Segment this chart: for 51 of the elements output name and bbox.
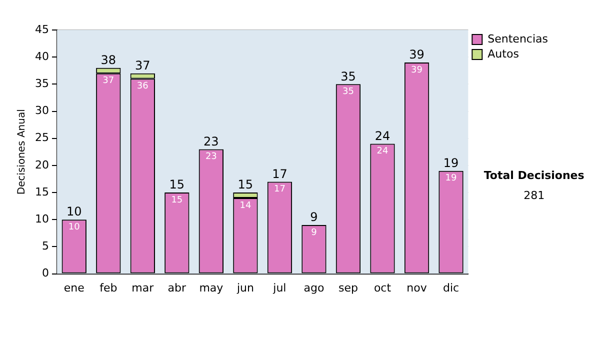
x-tick-label: jul [272,281,286,294]
y-tick-label: 45 [34,22,49,36]
legend-label: Sentencias [488,32,548,46]
x-tick-label: sep [338,281,358,294]
text: Total Decisiones [484,169,585,182]
y-tick-label: 30 [34,104,49,118]
data-label: 14 [240,200,252,211]
legend-label: Autos [488,47,520,60]
total-label: 17 [272,166,288,181]
x-tick-label: jun [236,281,254,294]
y-tick-label: 0 [42,266,49,280]
x-tick-label: abr [168,281,187,294]
total-label: 15 [238,178,254,192]
y-tick-label: 25 [34,131,49,144]
data-label: 15 [171,195,183,206]
data-label: 35 [342,87,354,98]
y-tick-label: 35 [34,77,49,90]
x-tick-label: dic [442,281,460,294]
total-label: 38 [100,53,116,68]
total-label: 19 [443,156,459,170]
total-label: 23 [204,134,219,148]
data-label: 9 [311,228,318,238]
x-tick-label: feb [100,281,118,294]
data-label: 17 [274,184,286,195]
y-tick-label: 10 [34,212,49,226]
text: 281 [524,189,545,202]
total-label: 9 [310,210,318,224]
data-label: 23 [205,152,217,162]
data-label: 24 [376,146,388,157]
total-label: 24 [374,128,390,143]
total-label: 10 [66,204,82,219]
y-tick-label: 5 [42,240,49,253]
y-tick-label: 40 [34,50,49,63]
data-label: 19 [445,174,458,184]
total-label: 35 [340,69,356,84]
data-label: 37 [102,76,114,86]
total-label: 37 [135,58,150,72]
x-tick-label: nov [406,281,428,294]
y-tick-label: 20 [34,158,49,172]
data-label: 39 [411,65,423,76]
data-label: 10 [68,222,80,232]
data-label: 36 [136,82,149,92]
x-tick-label: may [199,281,224,294]
total-label: 39 [409,48,424,62]
y-tick-label: 15 [34,185,49,198]
total-label: 15 [169,178,185,192]
x-tick-label: ene [64,281,85,294]
y-axis-title: Decisiones Anual [16,109,28,195]
x-tick-label: ago [304,281,324,294]
x-tick-label: oct [374,281,392,294]
x-tick-label: mar [132,281,154,294]
